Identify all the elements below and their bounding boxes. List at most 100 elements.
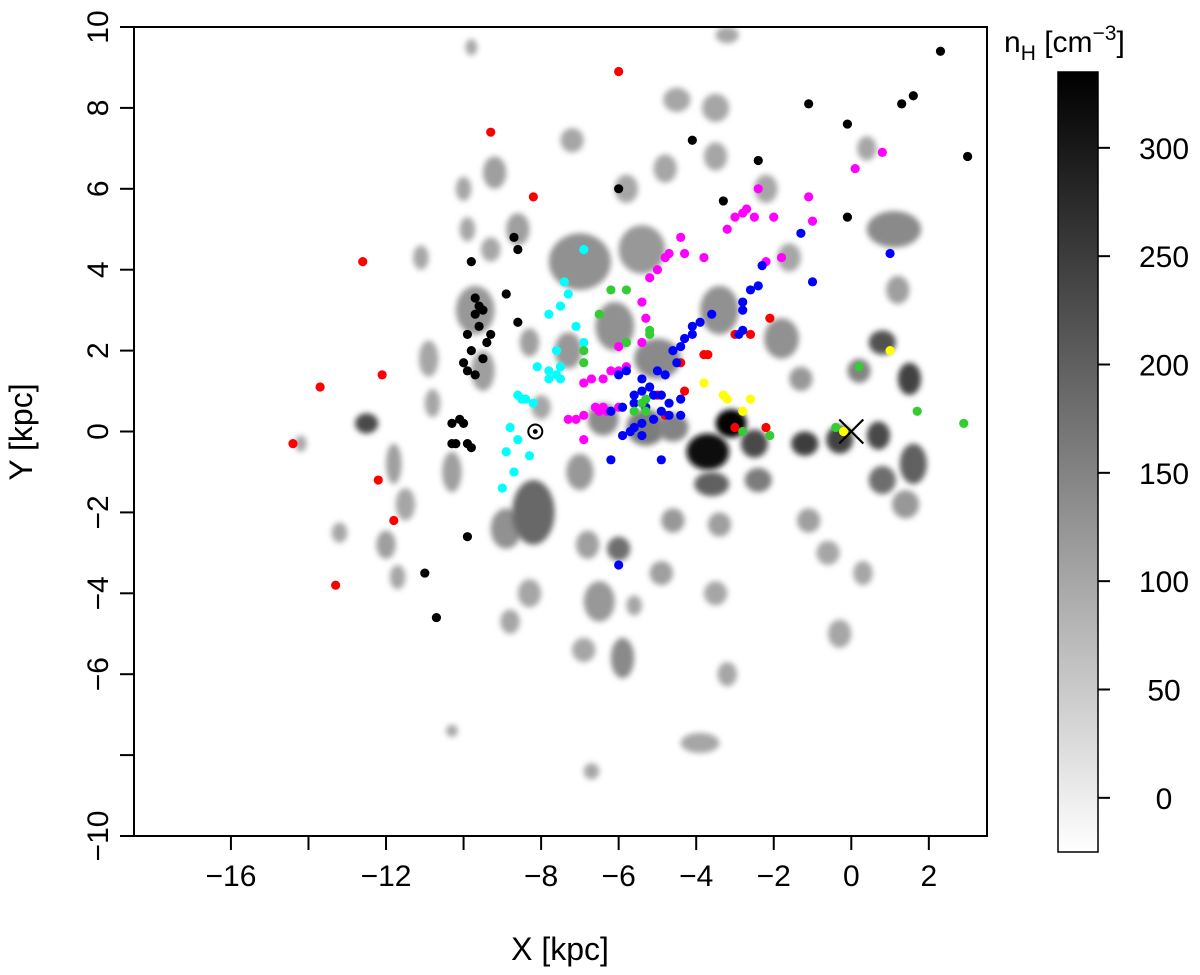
scatter-point	[718, 196, 728, 206]
y-tick-label: −10	[82, 811, 115, 862]
colorbar-tick-label: 200	[1139, 350, 1189, 383]
density-blob	[663, 87, 691, 112]
density-map	[294, 27, 927, 780]
scatter-point	[606, 366, 616, 376]
density-blob	[548, 233, 611, 290]
colorbar-tick-label: 100	[1139, 566, 1189, 599]
scatter-point	[707, 309, 717, 319]
scatter-point	[660, 252, 670, 263]
scatter-point	[579, 410, 589, 420]
scatter-point	[509, 467, 519, 477]
scatter-point	[614, 560, 624, 570]
density-blob	[386, 443, 402, 485]
scatter-point	[629, 390, 639, 400]
density-blob	[500, 609, 520, 634]
scatter-point	[749, 212, 759, 222]
scatter-point	[594, 309, 604, 319]
scatter-point	[660, 370, 670, 380]
density-blob	[583, 581, 615, 622]
density-blob	[294, 435, 307, 452]
scatter-point	[745, 285, 756, 295]
scatter-point	[668, 346, 678, 356]
scatter-point	[753, 281, 763, 291]
scatter-point	[645, 273, 655, 283]
density-blob	[583, 763, 600, 780]
y-tick-label: −4	[82, 576, 115, 610]
density-blob	[702, 93, 730, 123]
scatter-point	[579, 358, 589, 368]
scatter-point	[579, 244, 589, 255]
scatter-point	[842, 212, 853, 222]
density-blob	[614, 174, 639, 203]
density-blob	[694, 471, 730, 497]
scatter-point	[804, 99, 814, 109]
scatter-point	[451, 439, 461, 449]
scatter-point	[959, 418, 969, 429]
scatter-point	[687, 135, 697, 145]
scatter-point	[738, 305, 748, 315]
scatter-point	[563, 289, 573, 299]
scatter-point	[621, 285, 632, 295]
scatter-point	[571, 321, 581, 331]
position-markers	[527, 418, 865, 445]
scatter-point	[625, 426, 635, 437]
density-blob	[572, 637, 596, 663]
density-blob	[868, 465, 896, 495]
x-tick-label: −6	[602, 860, 636, 893]
scatter-point	[466, 443, 476, 453]
scatter-point	[466, 257, 476, 267]
density-blob	[376, 530, 396, 559]
density-blob	[395, 488, 416, 521]
density-blob	[413, 245, 429, 270]
scatter-point	[672, 358, 682, 368]
density-blob	[700, 285, 739, 335]
scatter-point	[617, 402, 628, 412]
x-tick-label: −16	[205, 860, 256, 893]
scatter-point	[765, 313, 775, 323]
scatter-point	[652, 265, 663, 275]
scatter-point	[466, 346, 476, 356]
scatter-point	[470, 370, 480, 380]
scatter-point	[544, 374, 554, 384]
scatter-point	[637, 418, 647, 429]
scatter-point	[629, 398, 639, 408]
scatter-point	[679, 333, 690, 344]
scatter-point	[486, 329, 496, 340]
scatter-point	[730, 422, 740, 433]
y-tick-label: 6	[82, 180, 115, 197]
scatter-point	[331, 580, 341, 590]
density-blob	[649, 560, 673, 586]
density-blob	[899, 443, 927, 485]
colorbar-title: nH [cm−3]	[1004, 22, 1125, 65]
scatter-point	[912, 406, 922, 416]
x-tick-label: 2	[920, 860, 937, 893]
scatter-point	[738, 297, 748, 307]
density-blob	[777, 243, 801, 272]
scatter-point	[765, 430, 775, 441]
scatter-point	[687, 321, 697, 331]
colorbar-tick-label: 0	[1156, 783, 1173, 816]
scatter-point	[641, 313, 651, 323]
scatter-point	[935, 46, 946, 56]
scatter-point	[521, 394, 531, 404]
scatter-point	[458, 358, 469, 368]
scatter-point	[664, 410, 674, 420]
scatter-point	[555, 362, 566, 372]
scatter-point	[532, 362, 542, 372]
density-blob	[610, 637, 635, 679]
scatter-point	[645, 382, 655, 392]
scatter-point	[753, 155, 763, 166]
scatter-point	[722, 224, 732, 234]
scatter-point	[474, 321, 484, 331]
density-blob	[853, 560, 873, 586]
colorbar-tick-label: 300	[1139, 133, 1189, 166]
scatter-point	[606, 455, 616, 465]
scatter-point	[478, 305, 488, 315]
scatter-point	[470, 293, 480, 303]
scatter-point	[501, 289, 511, 299]
scatter-point	[555, 301, 566, 311]
scatter-point	[614, 341, 624, 352]
scatter-point	[579, 434, 589, 445]
scatter-point	[377, 370, 387, 380]
scatter-point	[606, 406, 616, 416]
